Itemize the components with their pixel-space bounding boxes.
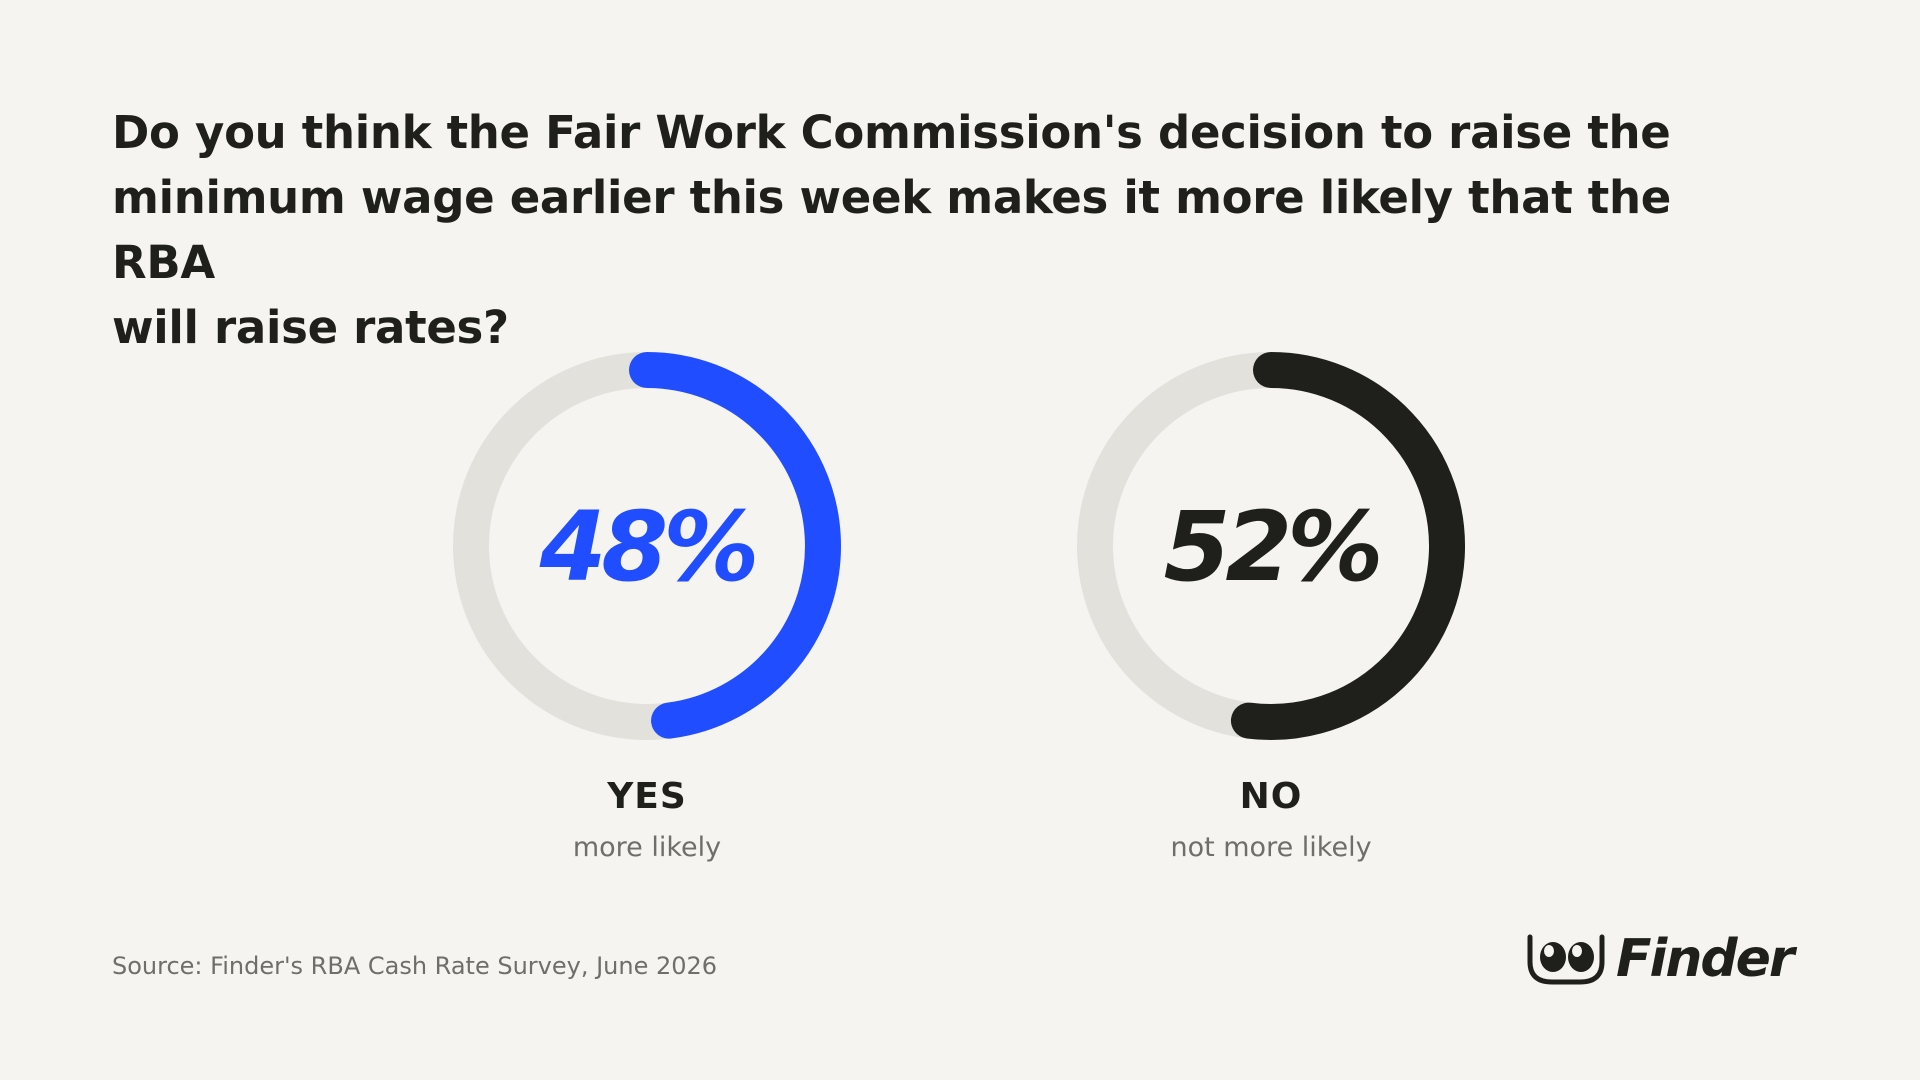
donut-arc-no <box>1230 352 1465 740</box>
chart-title: Do you think the Fair Work Commission's … <box>112 100 1732 360</box>
donut-chart-yes: 48% <box>453 352 841 740</box>
answer-label-no: NO <box>1239 776 1303 817</box>
finder-eyes-logo-icon <box>1527 934 1605 985</box>
donut-no: 52% NO not more likely <box>1073 348 1469 863</box>
answer-sublabel-yes: more likely <box>572 832 722 863</box>
title-line-3: will raise rates? <box>112 301 509 354</box>
value-label-no: 52% <box>1164 491 1379 603</box>
answer-sublabel-no: not more likely <box>1170 832 1372 863</box>
donut-arc-yes <box>629 352 841 739</box>
answer-label-yes: YES <box>607 776 687 817</box>
title-line-1: Do you think the Fair Work Commission's … <box>112 106 1671 159</box>
source-note: Source: Finder's RBA Cash Rate Survey, J… <box>112 952 718 980</box>
donut-chart-no: 52% <box>1077 352 1465 740</box>
value-label-yes: 48% <box>539 491 755 603</box>
title-line-2: minimum wage earlier this week makes it … <box>112 171 1671 289</box>
donut-yes: 48% YES more likely <box>449 348 845 863</box>
finder-logo-text: Finder <box>1616 929 1794 989</box>
finder-logo: Finder <box>1526 929 1794 989</box>
